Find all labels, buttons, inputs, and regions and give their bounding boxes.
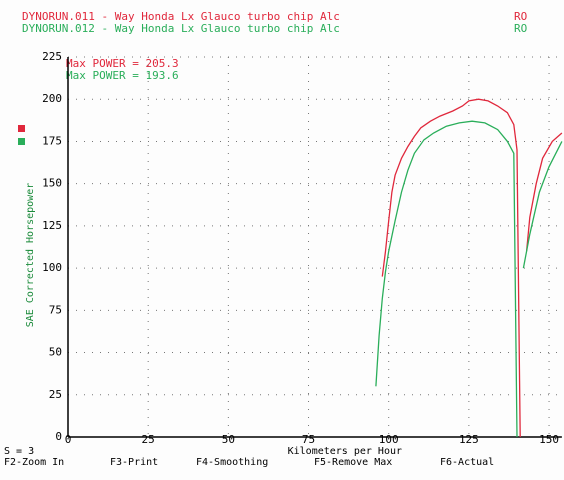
y-axis-label: SAE Corrected Horsepower [25,183,36,328]
y-tick-label: 225 [42,50,62,63]
y-tick-label: 200 [42,92,62,105]
y-tick-label: 150 [42,177,62,190]
y-tick-label: 75 [49,303,62,316]
x-tick-label: 125 [459,433,479,446]
legend-swatch [18,125,25,132]
x-tick-label: 50 [222,433,235,446]
function-key: F4-Smoothing [196,457,268,468]
legend-swatch [18,138,25,145]
y-tick-label: 0 [55,430,62,443]
x-tick-label: 100 [379,433,399,446]
y-tick-label: 25 [49,388,62,401]
function-key: F2-Zoom In [4,457,64,468]
y-tick-label: 50 [49,346,62,359]
run-code: RO [514,22,527,35]
function-key: F3-Print [110,457,158,468]
power-curve [375,120,563,438]
y-tick-label: 125 [42,219,62,232]
max-power: Max POWER = 193.6 [66,69,179,82]
function-key: F5-Remove Max [314,457,392,468]
x-tick-label: 75 [302,433,315,446]
smoothing-setting: S = 3 [4,446,34,457]
x-axis-label: Kilometers per Hour [288,446,402,457]
function-key: F6-Actual [440,457,494,468]
power-curve [381,98,563,438]
run-title: DYNORUN.012 - Way Honda Lx Glauco turbo … [22,22,340,35]
y-tick-label: 100 [42,261,62,274]
x-tick-label: 150 [539,433,559,446]
max-power: Max POWER = 205.3 [66,57,179,70]
x-tick-label: 0 [65,433,72,446]
x-tick-label: 25 [142,433,155,446]
y-tick-label: 175 [42,134,62,147]
run-title: DYNORUN.011 - Way Honda Lx Glauco turbo … [22,10,340,23]
run-code: RO [514,10,527,23]
